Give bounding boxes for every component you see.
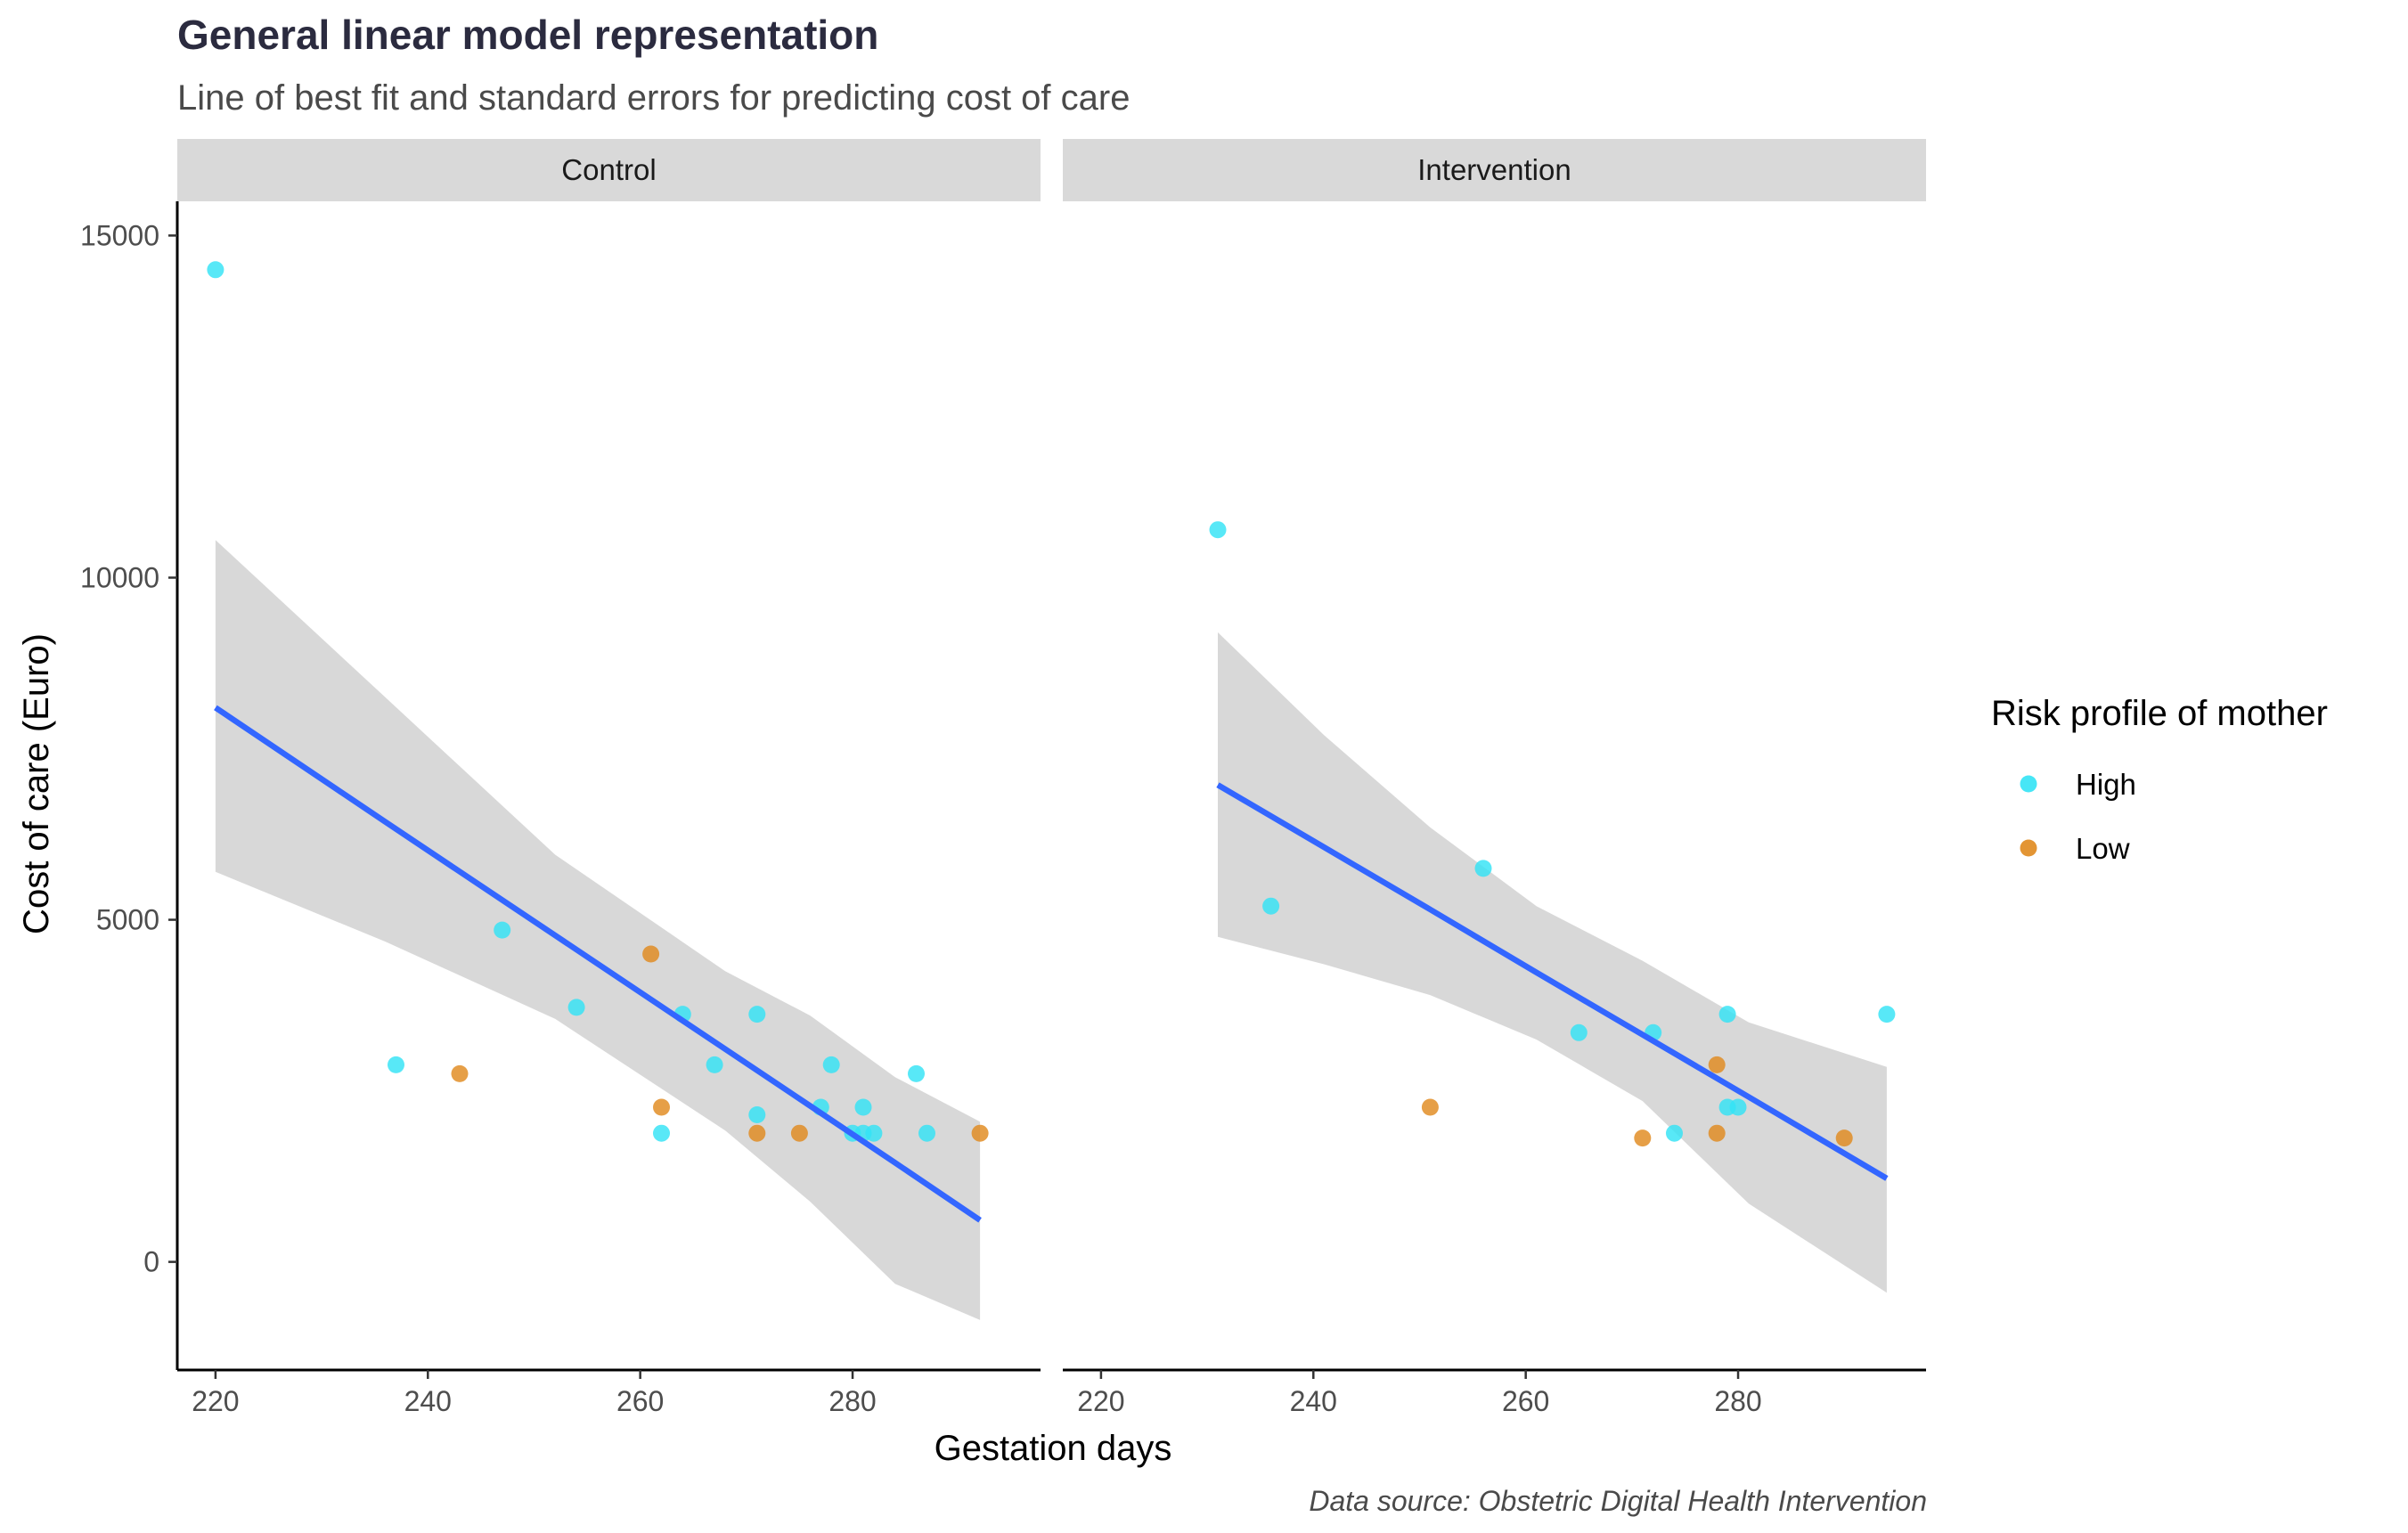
x-tick-label: 280 xyxy=(829,1385,876,1417)
data-point-high xyxy=(1262,897,1280,915)
legend-title: Risk profile of mother xyxy=(1991,694,2328,733)
data-point-high xyxy=(1474,860,1492,877)
data-point-high xyxy=(822,1056,840,1073)
x-tick-label: 240 xyxy=(404,1385,452,1417)
y-tick-label: 5000 xyxy=(96,904,159,936)
facet-strip-control xyxy=(177,139,1041,201)
x-tick-label: 260 xyxy=(616,1385,664,1417)
data-point-low xyxy=(1708,1056,1726,1073)
caption: Data source: Obstetric Digital Health In… xyxy=(1309,1485,1927,1517)
x-tick-label: 220 xyxy=(192,1385,239,1417)
data-point-high xyxy=(918,1124,935,1142)
y-axis: 0 5000 10000 15000 xyxy=(80,201,179,1370)
data-point-high xyxy=(1729,1098,1747,1116)
y-tick-label: 15000 xyxy=(80,219,159,251)
chart-title: General linear model representation xyxy=(177,12,878,58)
fit-line-intervention xyxy=(1216,782,1889,1181)
data-point-low xyxy=(1835,1129,1853,1147)
data-point-high xyxy=(865,1124,883,1142)
data-point-low xyxy=(653,1098,670,1116)
data-point-low xyxy=(748,1124,766,1142)
data-point-low xyxy=(971,1124,989,1142)
chart-subtitle: Line of best fit and standard errors for… xyxy=(177,78,1130,118)
data-point-high xyxy=(388,1056,404,1073)
facet-label-control: Control xyxy=(561,153,656,186)
data-point-low xyxy=(1634,1129,1652,1147)
x-tick-label: 240 xyxy=(1290,1385,1337,1417)
legend-key-low xyxy=(2020,839,2037,857)
data-point-low xyxy=(1708,1124,1726,1142)
y-axis-title: Cost of care (Euro) xyxy=(17,633,56,934)
panel-intervention: Intervention 220 240 260 280 xyxy=(1063,139,1926,1417)
data-point-high xyxy=(1878,1006,1896,1023)
fit-line-control xyxy=(214,705,982,1223)
legend: Risk profile of mother High Low xyxy=(1991,694,2328,865)
data-point-high xyxy=(653,1124,670,1142)
data-point-high xyxy=(1666,1124,1683,1142)
se-ribbon-control xyxy=(215,540,981,1320)
y-tick-label: 0 xyxy=(143,1246,159,1278)
data-point-high xyxy=(1209,521,1227,539)
data-point-low xyxy=(1421,1098,1439,1116)
data-point-high xyxy=(706,1056,723,1073)
legend-label-high: High xyxy=(2076,768,2136,801)
facet-label-intervention: Intervention xyxy=(1417,153,1571,186)
legend-key-high xyxy=(2020,775,2037,793)
legend-items: High Low xyxy=(2020,768,2136,865)
x-tick-label: 220 xyxy=(1077,1385,1124,1417)
x-axis-title: Gestation days xyxy=(935,1429,1172,1468)
data-point-high xyxy=(854,1098,872,1116)
se-ribbon-intervention xyxy=(1218,632,1887,1293)
x-tick-label: 280 xyxy=(1714,1385,1761,1417)
x-tick-label: 260 xyxy=(1502,1385,1549,1417)
panel-control: Control 220 240 260 280 xyxy=(177,139,1041,1417)
data-point-high xyxy=(748,1006,766,1023)
data-point-low xyxy=(790,1124,808,1142)
data-point-low xyxy=(451,1064,469,1082)
data-point-high xyxy=(1570,1023,1588,1041)
data-point-high xyxy=(748,1106,766,1123)
data-point-high xyxy=(1718,1006,1736,1023)
legend-label-low: Low xyxy=(2076,832,2130,865)
facet-panels: Control 220 240 260 280 Intervention 220 240 260… xyxy=(177,139,1926,1417)
data-point-high xyxy=(908,1064,925,1082)
data-point-high xyxy=(494,921,511,939)
data-point-high xyxy=(207,261,224,279)
data-point-high xyxy=(567,999,585,1016)
y-tick-label: 10000 xyxy=(80,561,159,593)
facet-strip-intervention xyxy=(1063,139,1926,201)
data-point-low xyxy=(642,945,660,963)
